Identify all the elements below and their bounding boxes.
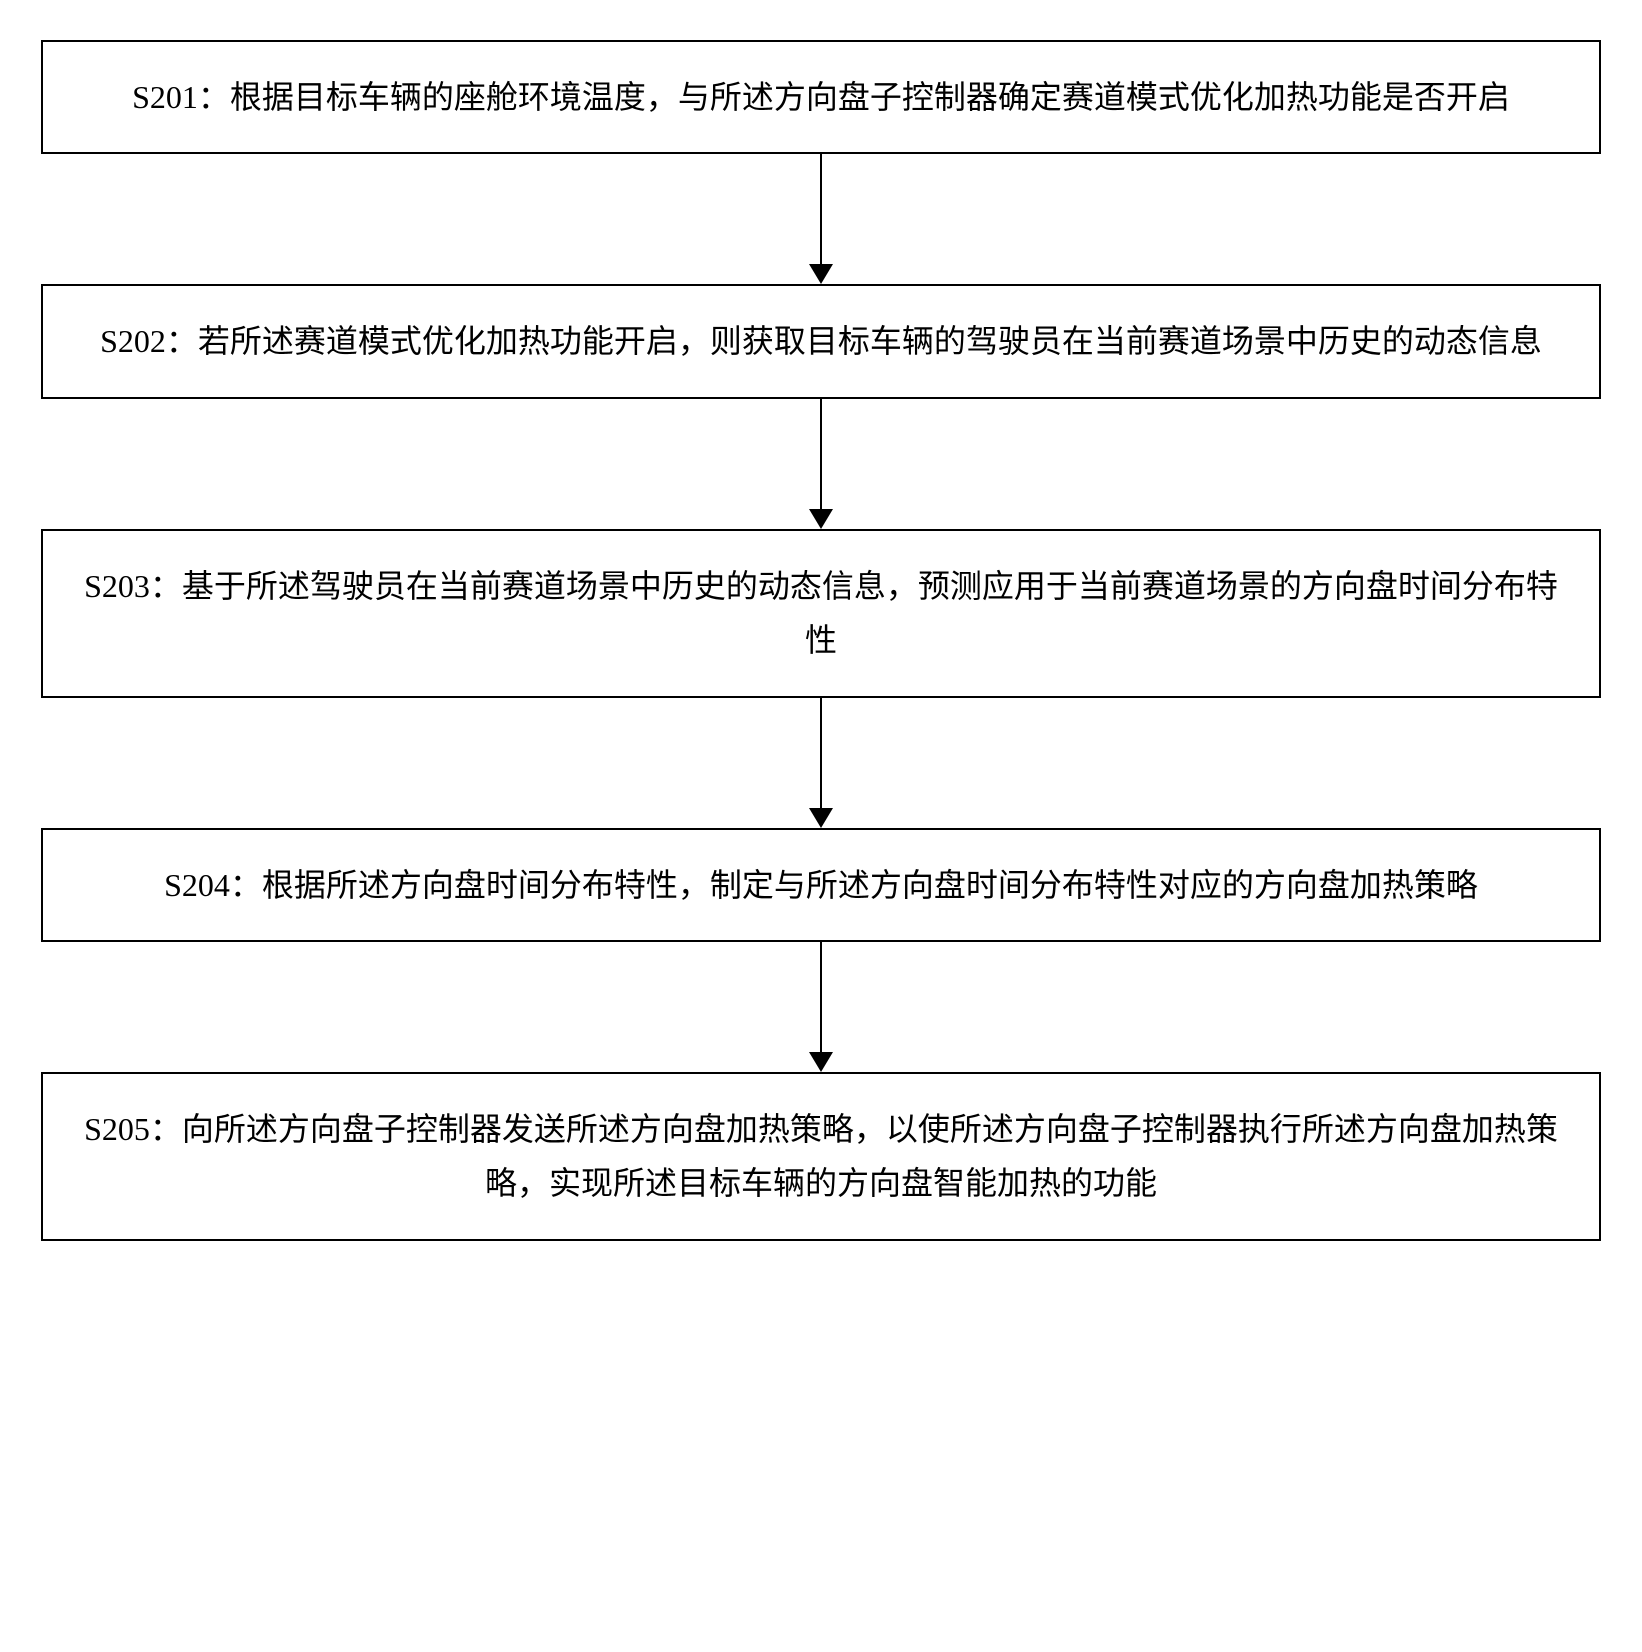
arrow-line (820, 698, 822, 808)
arrow-head-icon (809, 264, 833, 284)
flowchart-arrow (809, 942, 833, 1072)
flowchart-container: S201：根据目标车辆的座舱环境温度，与所述方向盘子控制器确定赛道模式优化加热功… (41, 40, 1601, 1241)
flowchart-arrow (809, 698, 833, 828)
arrow-head-icon (809, 808, 833, 828)
flowchart-arrow (809, 399, 833, 529)
flowchart-step: S205：向所述方向盘子控制器发送所述方向盘加热策略，以使所述方向盘子控制器执行… (41, 1072, 1601, 1241)
step-text: S203：基于所述驾驶员在当前赛道场景中历史的动态信息，预测应用于当前赛道场景的… (83, 559, 1559, 668)
flowchart-arrow (809, 154, 833, 284)
arrow-line (820, 399, 822, 509)
step-text: S202：若所述赛道模式优化加热功能开启，则获取目标车辆的驾驶员在当前赛道场景中… (100, 314, 1542, 368)
arrow-head-icon (809, 509, 833, 529)
flowchart-step: S203：基于所述驾驶员在当前赛道场景中历史的动态信息，预测应用于当前赛道场景的… (41, 529, 1601, 698)
arrow-head-icon (809, 1052, 833, 1072)
flowchart-step: S201：根据目标车辆的座舱环境温度，与所述方向盘子控制器确定赛道模式优化加热功… (41, 40, 1601, 154)
step-text: S204：根据所述方向盘时间分布特性，制定与所述方向盘时间分布特性对应的方向盘加… (164, 858, 1478, 912)
flowchart-step: S202：若所述赛道模式优化加热功能开启，则获取目标车辆的驾驶员在当前赛道场景中… (41, 284, 1601, 398)
arrow-line (820, 942, 822, 1052)
step-text: S201：根据目标车辆的座舱环境温度，与所述方向盘子控制器确定赛道模式优化加热功… (132, 70, 1510, 124)
arrow-line (820, 154, 822, 264)
flowchart-step: S204：根据所述方向盘时间分布特性，制定与所述方向盘时间分布特性对应的方向盘加… (41, 828, 1601, 942)
step-text: S205：向所述方向盘子控制器发送所述方向盘加热策略，以使所述方向盘子控制器执行… (83, 1102, 1559, 1211)
